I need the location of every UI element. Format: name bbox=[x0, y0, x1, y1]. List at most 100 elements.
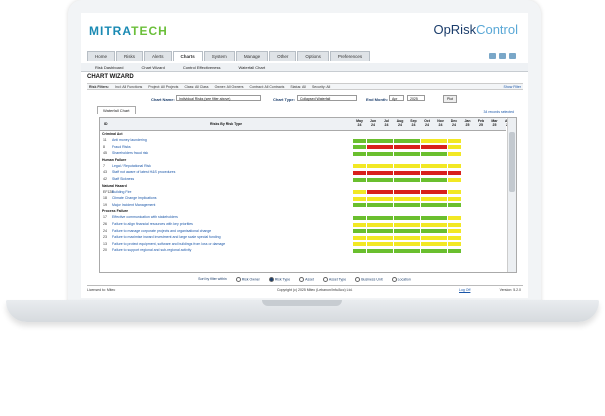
risk-name[interactable]: Staff not aware of latest H&S procedures bbox=[112, 170, 176, 175]
logoff-link[interactable]: Log Off bbox=[459, 288, 471, 292]
risk-name[interactable]: Building Fire bbox=[112, 189, 132, 194]
sort-option[interactable]: Asset bbox=[299, 277, 314, 282]
table-row[interactable]: 7 Legal / Reputational Risk bbox=[100, 164, 506, 169]
table-row[interactable]: 42 Staff Sickness bbox=[100, 177, 506, 182]
rating-cell bbox=[434, 248, 447, 253]
rating-cell bbox=[366, 164, 380, 169]
rating-cell bbox=[407, 196, 420, 201]
sort-option[interactable]: Risk Owner bbox=[236, 277, 260, 282]
table-row[interactable]: 19 Major Incident Management bbox=[100, 203, 506, 208]
filter-item[interactable]: Security: All bbox=[311, 85, 331, 89]
rating-cell bbox=[407, 151, 420, 156]
export-icon[interactable] bbox=[499, 53, 506, 59]
rating-cell bbox=[366, 242, 380, 247]
risk-name[interactable]: Staff Sickness bbox=[112, 177, 135, 181]
risk-name[interactable]: Failure to protect equipment, software a… bbox=[112, 241, 226, 246]
risk-name[interactable]: Failure to manage corporate projects and… bbox=[112, 228, 212, 233]
print-icon[interactable] bbox=[489, 53, 496, 59]
category-row: Process Failure bbox=[100, 209, 506, 214]
rating-cell bbox=[420, 145, 434, 150]
year-select[interactable]: 2025 bbox=[407, 95, 425, 101]
risk-name[interactable]: Failure to align financial resources wit… bbox=[112, 222, 193, 226]
filter-item[interactable]: Status: All bbox=[290, 85, 306, 89]
column-month: Jan 25 bbox=[461, 119, 474, 127]
tab-home[interactable]: Home bbox=[87, 51, 116, 61]
sort-option[interactable]: Location bbox=[392, 277, 411, 282]
scroll-thumb[interactable] bbox=[509, 132, 515, 192]
subnav-chart-wizard[interactable]: Chart Wizard bbox=[141, 65, 165, 70]
rating-cell bbox=[434, 242, 447, 247]
filter-item[interactable]: Owner: All Owners bbox=[214, 85, 244, 89]
tab-options[interactable]: Options bbox=[297, 51, 329, 61]
table-row[interactable]: 45 Shareholders fraud risk bbox=[100, 151, 506, 156]
tab-preferences[interactable]: Preferences bbox=[329, 51, 371, 61]
table-row[interactable]: 13 Failure to protect equipment, software… bbox=[100, 242, 506, 247]
grid-scrollbar[interactable] bbox=[507, 118, 516, 272]
subnav-control-effectiveness[interactable]: Control Effectiveness bbox=[182, 65, 221, 70]
sort-label: Sort by filter within bbox=[198, 277, 227, 281]
rating-cell bbox=[393, 164, 407, 169]
risk-name[interactable]: Major Incident Management bbox=[112, 202, 156, 207]
filter-item[interactable]: Class: All Class bbox=[184, 85, 209, 89]
filter-item[interactable]: Contract: All Contracts bbox=[249, 85, 285, 89]
risk-name[interactable]: Climate Change Implications bbox=[112, 196, 157, 201]
rating-cell bbox=[393, 170, 407, 175]
table-row[interactable]: 11 Anti money laundering bbox=[100, 138, 506, 143]
end-month-label: End Month: bbox=[366, 97, 388, 102]
risk-name[interactable]: Fraud Risks bbox=[112, 144, 131, 149]
toolbar-icons bbox=[489, 53, 516, 59]
subnav-waterfall-chart[interactable]: Waterfall Chart bbox=[238, 65, 266, 70]
risk-name[interactable]: Shareholders fraud risk bbox=[112, 151, 149, 156]
sort-option[interactable]: Business Unit bbox=[355, 277, 382, 282]
table-row[interactable]: 8 Fraud Risks bbox=[100, 145, 506, 150]
laptop-notch bbox=[262, 300, 342, 306]
tab-system[interactable]: System bbox=[203, 51, 235, 61]
risk-id: 42 bbox=[103, 177, 107, 181]
risk-name[interactable]: Failure to support regional and sub-regi… bbox=[112, 248, 192, 253]
risk-name[interactable]: Effective communication with stakeholder… bbox=[112, 215, 178, 220]
laptop-base bbox=[6, 300, 599, 322]
plot-button[interactable]: Plot bbox=[443, 95, 458, 103]
rating-cell bbox=[420, 177, 434, 182]
tab-manage[interactable]: Manage bbox=[235, 51, 269, 61]
risk-name[interactable]: Anti money laundering bbox=[112, 138, 147, 142]
tab-waterfall-chart[interactable]: Waterfall Chart bbox=[97, 106, 136, 114]
chart-type-select[interactable]: Collapsed Waterfall bbox=[297, 95, 357, 101]
table-row[interactable]: 43 Staff not aware of latest H&S procedur… bbox=[100, 170, 506, 175]
filter-item[interactable]: Incl: All Functions bbox=[115, 85, 143, 89]
rating-cell bbox=[366, 215, 380, 220]
rating-cell bbox=[353, 215, 366, 220]
help-icon[interactable] bbox=[509, 53, 516, 59]
rating-cell bbox=[420, 151, 434, 156]
sort-option[interactable]: Asset Type bbox=[323, 277, 346, 282]
risk-name[interactable]: Legal / Reputational Risk bbox=[112, 163, 151, 168]
grid-header: ID Risks By Risk Type May 24 Jun 24 Jul 24 Aug 24… bbox=[100, 118, 511, 131]
tab-other[interactable]: Other bbox=[269, 51, 297, 61]
filters-label: Risk Filters: bbox=[89, 85, 110, 89]
records-selected: 34 records selected bbox=[483, 110, 514, 114]
table-row[interactable]: 23 Failure to maximise inward investment … bbox=[100, 235, 506, 240]
table-row[interactable]: 20 Failure to support regional and sub-re… bbox=[100, 248, 506, 253]
tab-risks[interactable]: Risks bbox=[116, 51, 144, 61]
rating-cell bbox=[447, 177, 461, 182]
table-row[interactable]: EF128 Building Fire bbox=[100, 190, 506, 195]
table-row[interactable]: 18 Climate Change Implications bbox=[100, 196, 506, 201]
tab-alerts[interactable]: Alerts bbox=[144, 51, 172, 61]
tab-charts[interactable]: Charts bbox=[172, 51, 203, 61]
subnav-risk-dashboard[interactable]: Risk Dashboard bbox=[95, 65, 124, 70]
filter-item[interactable]: Project: All Projects bbox=[148, 85, 179, 89]
rating-cell bbox=[353, 138, 366, 143]
table-row[interactable]: 26 Failure to align financial resources w… bbox=[100, 222, 506, 227]
column-month: Jun 24 bbox=[367, 119, 380, 127]
column-month: Dec 24 bbox=[448, 119, 461, 127]
table-row[interactable]: 24 Failure to manage corporate projects a… bbox=[100, 229, 506, 234]
rating-cell bbox=[447, 151, 461, 156]
sort-option[interactable]: Risk Type bbox=[269, 277, 290, 282]
show-filter-link[interactable]: Show Filter bbox=[503, 85, 521, 89]
table-row[interactable]: 17 Effective communication with stakehold… bbox=[100, 215, 506, 220]
chart-name-select[interactable]: Individual Risks (see filter above) bbox=[176, 95, 261, 101]
risk-name[interactable]: Failure to maximise inward investment an… bbox=[112, 235, 221, 240]
column-month: Jul 24 bbox=[380, 119, 393, 127]
month-select[interactable]: Apr bbox=[389, 95, 404, 101]
rating-cell bbox=[434, 235, 447, 240]
